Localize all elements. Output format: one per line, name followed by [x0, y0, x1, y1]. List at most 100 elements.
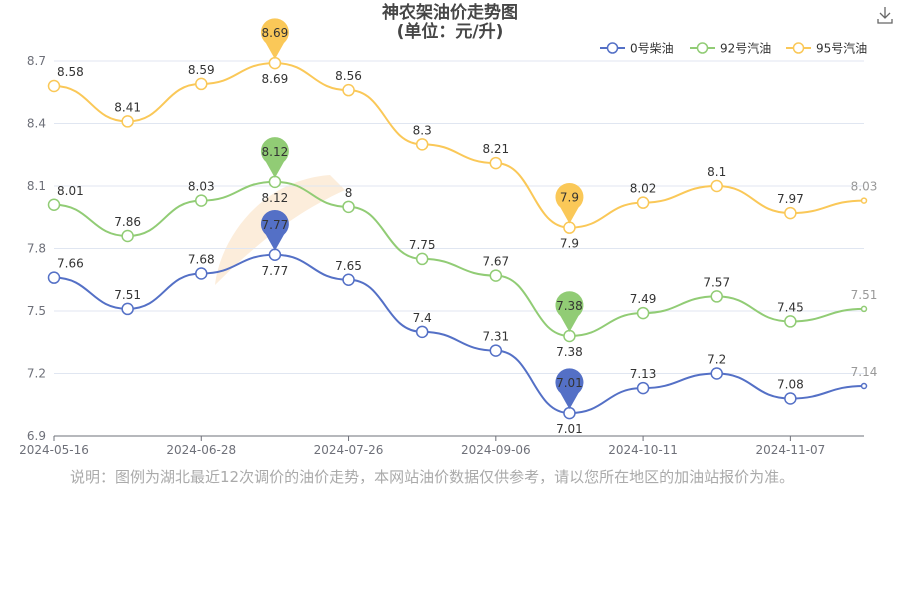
x-tick-label: 2024-11-07 — [755, 443, 825, 457]
data-label: 7.9 — [560, 237, 579, 251]
data-point — [47, 271, 61, 284]
data-label: 7.51 — [851, 288, 878, 302]
y-tick-label: 8.1 — [27, 179, 46, 193]
data-label: 8.69 — [262, 72, 289, 86]
marker-pin — [260, 137, 289, 178]
data-label: 8.56 — [335, 69, 362, 83]
data-point — [268, 175, 282, 189]
data-point — [636, 196, 650, 209]
y-tick-label: 6.9 — [27, 429, 46, 443]
x-tick-label: 2024-09-06 — [461, 443, 531, 457]
data-point — [195, 267, 208, 280]
data-label: 7.14 — [851, 365, 878, 379]
data-label: 7.66 — [57, 257, 84, 271]
pin-label: 7.77 — [262, 218, 289, 232]
data-point — [636, 306, 650, 320]
x-tick-label: 2024-06-28 — [166, 443, 236, 457]
data-label: 7.51 — [114, 288, 141, 302]
data-label: 7.38 — [556, 345, 583, 359]
data-point — [860, 305, 868, 313]
data-label: 8.03 — [851, 180, 878, 194]
marker-pin — [555, 368, 584, 410]
data-label: 7.2 — [707, 353, 726, 367]
pin-label: 7.9 — [560, 191, 579, 205]
data-point — [489, 344, 503, 357]
data-point — [860, 197, 868, 204]
data-label: 7.31 — [482, 330, 509, 344]
data-point — [121, 229, 134, 243]
data-point — [342, 273, 355, 286]
data-point — [47, 198, 61, 211]
data-label: 7.49 — [630, 292, 657, 306]
data-label: 7.4 — [413, 311, 432, 325]
data-point — [710, 367, 723, 380]
data-label: 7.57 — [703, 275, 730, 289]
legend-marker — [606, 42, 619, 54]
data-label: 7.13 — [630, 367, 657, 381]
data-point — [342, 83, 355, 97]
data-point — [268, 248, 282, 261]
data-label: 8.21 — [482, 142, 509, 156]
data-point — [563, 406, 576, 420]
data-point — [415, 325, 429, 339]
marker-pin — [555, 182, 584, 224]
pin-label: 8.69 — [262, 26, 289, 40]
pin-label: 7.01 — [556, 376, 583, 390]
data-point — [563, 221, 576, 234]
data-point — [489, 156, 503, 170]
data-label: 7.45 — [777, 300, 804, 314]
pin-label: 8.12 — [262, 145, 289, 159]
legend-label: 0号柴油 — [630, 42, 674, 56]
series-line-2 — [53, 62, 865, 229]
data-label: 7.86 — [114, 215, 141, 229]
data-label: 7.08 — [777, 378, 804, 392]
y-tick-label: 7.5 — [27, 304, 46, 318]
data-point — [47, 79, 61, 93]
data-point — [415, 252, 429, 266]
chart-note: 说明：图例为湖北最近12次调价的油价走势，本网站油价数据仅供参考，请以您所在地区… — [70, 468, 795, 486]
marker-pin — [260, 210, 289, 251]
data-label: 8.3 — [413, 123, 432, 137]
data-point — [784, 206, 797, 220]
data-point — [710, 290, 723, 303]
data-point — [489, 269, 503, 282]
download-icon[interactable] — [877, 6, 893, 24]
chart-title: 神农架油价走势图 (单位：元/升) — [0, 4, 900, 42]
data-label: 7.01 — [556, 422, 583, 436]
data-label: 8.59 — [188, 63, 215, 77]
watermark-logo — [215, 175, 345, 285]
y-tick-label: 8.7 — [27, 54, 46, 68]
data-label: 7.68 — [188, 253, 215, 267]
marker-pin — [260, 18, 289, 60]
data-point — [195, 194, 208, 207]
pin-label: 7.38 — [556, 299, 583, 313]
data-label: 7.97 — [777, 192, 804, 206]
y-tick-label: 8.4 — [27, 117, 46, 131]
data-label: 8.41 — [114, 100, 141, 114]
y-tick-label: 7.8 — [27, 242, 46, 256]
legend-label: 92号汽油 — [720, 41, 771, 56]
data-label: 7.75 — [409, 238, 436, 252]
data-point — [121, 115, 134, 128]
chart-title-text: 神农架油价走势图 — [382, 3, 518, 23]
y-tick-label: 7.2 — [27, 367, 46, 381]
series-line-0 — [53, 253, 865, 415]
data-label: 8.01 — [57, 184, 84, 198]
data-point — [415, 138, 429, 151]
data-label: 8.02 — [630, 182, 657, 196]
data-point — [342, 200, 355, 214]
marker-pin — [555, 291, 584, 332]
data-label: 8 — [345, 186, 353, 200]
chart-subtitle: (单位：元/升) — [396, 22, 504, 42]
data-point — [784, 315, 797, 328]
x-tick-label: 2024-10-11 — [608, 443, 678, 457]
data-label: 8.1 — [707, 165, 726, 179]
data-point — [121, 302, 134, 316]
data-label: 8.03 — [188, 180, 215, 194]
data-point — [860, 382, 868, 390]
data-point — [268, 56, 282, 70]
data-label: 8.58 — [57, 65, 84, 79]
data-label: 7.77 — [262, 264, 289, 278]
data-point — [563, 329, 576, 343]
